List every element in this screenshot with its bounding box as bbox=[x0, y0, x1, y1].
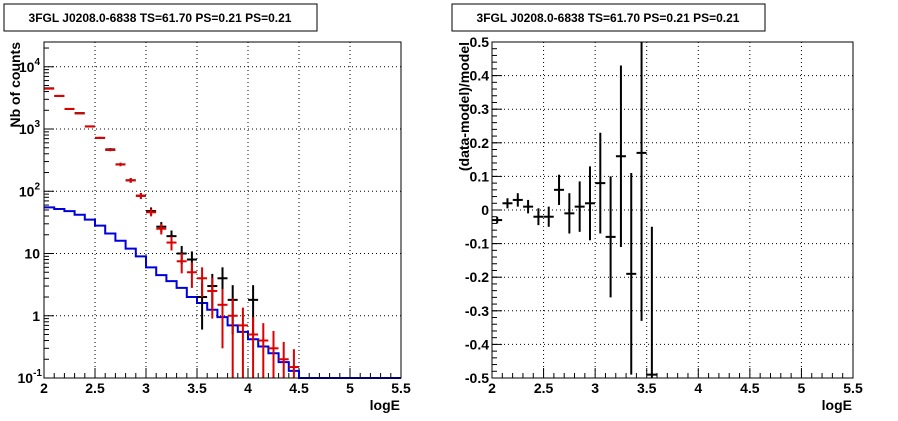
y-tick-label: -0.4 bbox=[465, 336, 489, 352]
model-point bbox=[258, 323, 269, 378]
residual-point bbox=[615, 65, 626, 247]
residual-point bbox=[533, 208, 544, 226]
y-tick-label: 0.2 bbox=[470, 135, 490, 151]
model-point bbox=[54, 94, 65, 97]
model-point bbox=[156, 223, 167, 235]
residual-point bbox=[636, 42, 647, 321]
residual-point bbox=[595, 132, 606, 234]
residual-point bbox=[626, 173, 637, 375]
right-y-tick-labels: 0.5 0.4 0.3 0.2 0.1 0 -0.1 -0.2 -0.3 -0.4 -0.5 bbox=[465, 34, 489, 386]
model-point bbox=[207, 277, 218, 319]
x-tick-label: 5.5 bbox=[843, 380, 863, 396]
right-y-axis-title: (data-model)/model bbox=[456, 42, 472, 171]
right-x-axis-title: logE bbox=[822, 397, 852, 413]
residual-point bbox=[574, 181, 585, 232]
model-point bbox=[166, 236, 177, 251]
y-tick-label: 0.4 bbox=[470, 68, 490, 84]
right-title-box bbox=[451, 3, 766, 32]
right-series-layer bbox=[492, 42, 657, 378]
residual-point bbox=[584, 166, 595, 241]
model-point bbox=[248, 317, 259, 378]
x-tick-label: 4 bbox=[244, 380, 252, 396]
x-tick-label: 3 bbox=[142, 380, 150, 396]
model-point bbox=[84, 125, 95, 128]
model-point bbox=[135, 193, 146, 200]
residual-point bbox=[605, 176, 616, 298]
model-point bbox=[217, 288, 228, 349]
residual-point bbox=[492, 216, 503, 224]
right-axis-ticks bbox=[491, 41, 854, 379]
x-tick-label: 5 bbox=[798, 380, 806, 396]
left-panel: 3FGL J0208.0-6838 TS=61.70 PS=0.21 PS=0.… bbox=[3, 3, 411, 413]
x-tick-label: 2.5 bbox=[534, 380, 554, 396]
y-tick-label: 0.3 bbox=[470, 101, 490, 117]
x-tick-label: 5 bbox=[346, 380, 354, 396]
right-chart-title: 3FGL J0208.0-6838 TS=61.70 PS=0.21 PS=0.… bbox=[477, 11, 740, 25]
y-tick-label: -0.2 bbox=[465, 269, 489, 285]
y-tick-label: 1 bbox=[32, 308, 40, 324]
right-plot-frame bbox=[491, 41, 854, 379]
model-point bbox=[288, 349, 299, 378]
x-tick-label: 3.5 bbox=[637, 380, 657, 396]
model-point bbox=[146, 208, 157, 217]
model-point bbox=[278, 341, 289, 378]
y-tick-label: 0 bbox=[481, 202, 489, 218]
x-tick-label: 4.5 bbox=[740, 380, 760, 396]
y-tick-label: -0.3 bbox=[465, 303, 489, 319]
model-point bbox=[227, 298, 238, 378]
residual-point bbox=[512, 193, 523, 207]
left-x-tick-labels: 2 2.5 3 3.5 4 4.5 5 5.5 bbox=[40, 380, 411, 396]
x-tick-label: 4.5 bbox=[289, 380, 309, 396]
y-tick-label: 0.1 bbox=[470, 168, 490, 184]
model-point bbox=[186, 262, 197, 288]
x-tick-label: 2 bbox=[488, 380, 496, 396]
model-point bbox=[176, 252, 187, 274]
model-point bbox=[44, 87, 55, 90]
left-series-layer bbox=[44, 87, 401, 379]
y-tick-label: 0.5 bbox=[470, 34, 490, 50]
x-tick-label: 2.5 bbox=[85, 380, 105, 396]
x-tick-label: 3.5 bbox=[187, 380, 207, 396]
left-y-axis-title: Nb of counts bbox=[7, 42, 23, 128]
y-tick-label: 103 bbox=[19, 119, 41, 137]
model-point bbox=[197, 267, 208, 298]
right-x-tick-labels: 2 2.5 3 3.5 4 4.5 5 5.5 bbox=[488, 380, 863, 396]
model-point bbox=[95, 136, 106, 139]
model-point bbox=[105, 148, 116, 152]
y-tick-label: -0.1 bbox=[465, 236, 489, 252]
x-tick-label: 2 bbox=[40, 380, 48, 396]
y-tick-label: 10 bbox=[24, 246, 40, 262]
residual-point bbox=[502, 198, 513, 209]
x-tick-label: 5.5 bbox=[391, 380, 411, 396]
left-plot-frame bbox=[43, 41, 402, 379]
y-tick-label: 10-1 bbox=[18, 368, 43, 386]
residual-point bbox=[523, 199, 534, 214]
right-panel: 3FGL J0208.0-6838 TS=61.70 PS=0.21 PS=0.… bbox=[451, 3, 863, 413]
x-tick-label: 3 bbox=[591, 380, 599, 396]
y-tick-label: 104 bbox=[19, 57, 41, 75]
residual-point bbox=[543, 206, 554, 227]
model-point bbox=[74, 112, 85, 115]
model-point bbox=[115, 162, 126, 167]
residual-point bbox=[564, 193, 575, 234]
left-chart-title: 3FGL J0208.0-6838 TS=61.70 PS=0.21 PS=0.… bbox=[29, 11, 292, 25]
model-point bbox=[268, 330, 279, 378]
x-tick-label: 4 bbox=[694, 380, 702, 396]
residual-point bbox=[554, 174, 565, 205]
y-tick-label: 102 bbox=[19, 181, 41, 199]
model-point bbox=[125, 178, 136, 183]
model-point bbox=[237, 307, 248, 378]
residual-point bbox=[646, 226, 657, 378]
y-tick-label: -0.5 bbox=[465, 370, 489, 386]
left-x-axis-title: logE bbox=[370, 397, 400, 413]
right-grid bbox=[491, 42, 854, 378]
left-title-box bbox=[3, 3, 318, 32]
model-point bbox=[64, 107, 75, 110]
